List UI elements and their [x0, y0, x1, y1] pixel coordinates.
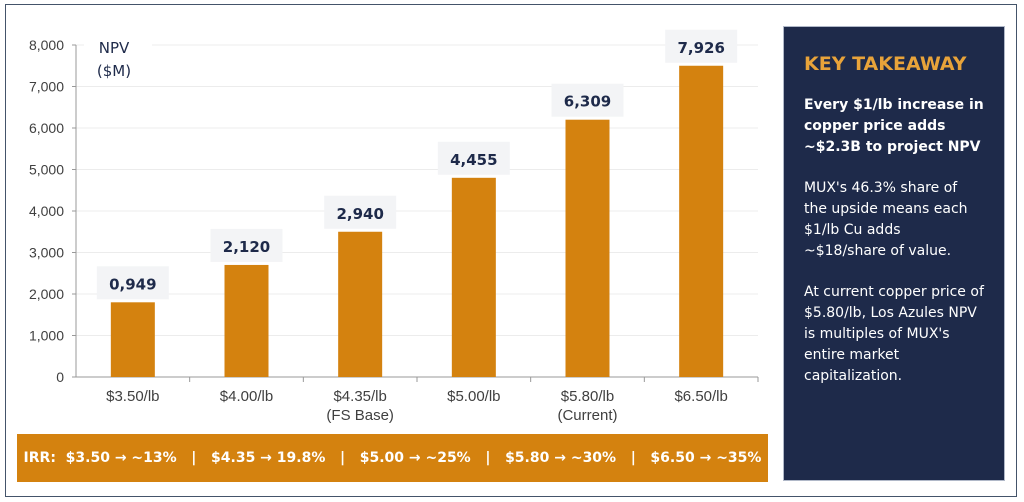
- ylabel-bg: [84, 40, 152, 86]
- y-axis-label: NPV: [99, 39, 130, 57]
- data-label: 4,455: [450, 151, 497, 169]
- y-tick-label: 1,000: [29, 328, 64, 344]
- bar: [110, 302, 155, 377]
- takeaway-headline: Every $1/lb increase in copper price add…: [804, 97, 984, 155]
- irr-banner: IRR: $3.50 → ~13% | $4.35 → 19.8% | $5.0…: [17, 434, 768, 482]
- y-tick-label: 8,000: [29, 37, 64, 53]
- data-label: 2,940: [336, 205, 383, 223]
- takeaway-title: KEY TAKEAWAY: [804, 53, 967, 75]
- y-tick-label: 0: [56, 369, 64, 385]
- bar: [565, 119, 610, 377]
- bar: [679, 65, 724, 377]
- y-tick-label: 4,000: [29, 203, 64, 219]
- key-takeaway-panel: KEY TAKEAWAY Every $1/lb increase in cop…: [783, 26, 1005, 481]
- data-label-bg: [551, 83, 624, 117]
- bar: [451, 177, 496, 377]
- y-axis-label: ($M): [97, 62, 131, 80]
- x-tick-label: $5.00/lb: [447, 388, 500, 405]
- y-tick-label: 6,000: [29, 120, 64, 136]
- data-label: 6,309: [564, 93, 611, 111]
- data-label-bg: [437, 141, 510, 175]
- bar: [224, 264, 269, 377]
- data-label-bg: [665, 29, 738, 63]
- outer-frame: [5, 4, 1017, 497]
- npv-bar-chart: 0 1,000 2,000 3,000 4,000 5,000 6,000 7,000 8,00…: [29, 29, 759, 424]
- data-label-bg: [324, 195, 397, 229]
- data-label-bg: [96, 266, 169, 300]
- x-tick-label: $6.50/lb: [674, 388, 727, 405]
- x-tick-label: (Current): [557, 407, 617, 424]
- takeaway-para-2: At current copper price of $5.80/lb, Los…: [804, 284, 984, 384]
- y-tick-label: 7,000: [29, 79, 64, 95]
- y-tick-label: 3,000: [29, 245, 64, 261]
- data-label: 0,949: [109, 275, 156, 293]
- takeaway-para-1: MUX's 46.3% share of the upside means ea…: [804, 180, 968, 259]
- data-label-bg: [210, 228, 283, 262]
- y-tick-label: 2,000: [29, 286, 64, 302]
- data-label: 2,120: [223, 238, 270, 256]
- x-tick-label: $4.00/lb: [220, 388, 273, 405]
- x-tick-label: (FS Base): [326, 407, 394, 424]
- x-tick-label: $4.35/lb: [333, 388, 386, 405]
- bar: [338, 231, 383, 377]
- y-tick-label: 5,000: [29, 162, 64, 178]
- data-label: 7,926: [677, 39, 724, 57]
- x-tick-label: $3.50/lb: [106, 388, 159, 405]
- x-tick-label: $5.80/lb: [561, 388, 614, 405]
